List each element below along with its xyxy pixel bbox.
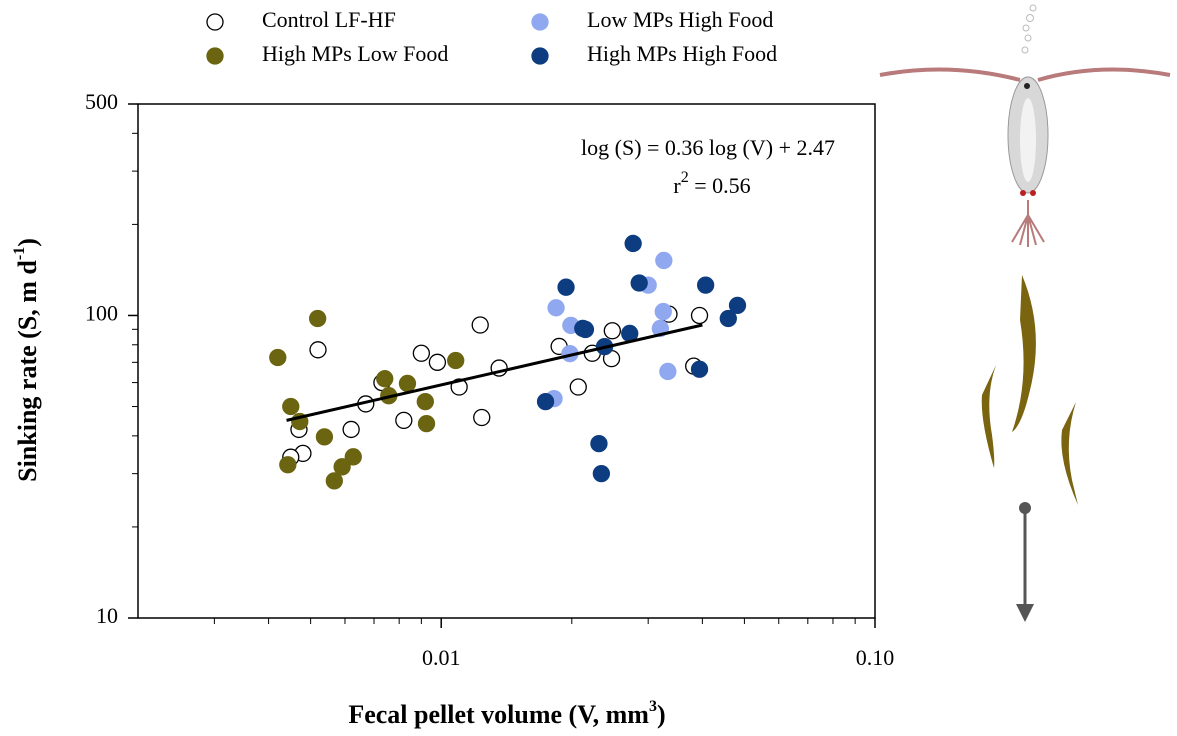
point bbox=[654, 302, 672, 321]
legend-label: Low MPs High Food bbox=[587, 7, 773, 32]
point bbox=[416, 392, 434, 411]
y-axis-title-part: ) bbox=[13, 238, 42, 247]
point bbox=[690, 306, 709, 325]
x-axis-title-part: ) bbox=[657, 700, 666, 729]
x-tick-label: 0.10 bbox=[856, 645, 895, 670]
plot-frame bbox=[137, 103, 876, 619]
fit-line bbox=[286, 323, 703, 422]
y-axis-title-part: Sinking rate (S, m d bbox=[13, 260, 42, 482]
point bbox=[308, 309, 327, 328]
x-axis-title-part: 3 bbox=[649, 698, 657, 715]
r-squared: r2 = 0.56 bbox=[673, 169, 750, 198]
legend-label: High MPs High Food bbox=[587, 41, 777, 66]
point bbox=[576, 320, 595, 339]
point bbox=[269, 348, 287, 367]
point bbox=[342, 420, 360, 439]
y-axis-title-part: -1 bbox=[11, 247, 28, 260]
point bbox=[398, 374, 417, 393]
point bbox=[447, 351, 465, 370]
point bbox=[344, 448, 362, 466]
legend-marker bbox=[531, 13, 549, 31]
point bbox=[282, 397, 300, 416]
point bbox=[655, 251, 673, 270]
point bbox=[428, 353, 447, 371]
x-axis-title: Fecal pellet volume (V, mm3) bbox=[348, 698, 665, 729]
point bbox=[536, 392, 555, 411]
r-squared-part: r bbox=[673, 173, 681, 198]
x-tick-label: 0.01 bbox=[422, 645, 461, 670]
point bbox=[473, 408, 491, 427]
point bbox=[547, 299, 565, 317]
point bbox=[417, 414, 436, 433]
equation: log (S) = 0.36 log (V) + 2.47 bbox=[581, 135, 835, 160]
legend-label: Control LF-HF bbox=[262, 7, 396, 32]
point bbox=[412, 344, 431, 362]
point bbox=[471, 316, 489, 334]
legend-label: High MPs Low Food bbox=[262, 41, 448, 66]
point bbox=[309, 341, 327, 359]
point bbox=[590, 434, 608, 453]
y-tick-label: 500 bbox=[85, 89, 118, 114]
y-axis-title: Sinking rate (S, m d-1) bbox=[11, 238, 42, 482]
point bbox=[333, 458, 351, 476]
r-squared-part: 2 bbox=[681, 169, 689, 186]
point bbox=[630, 274, 648, 292]
legend-marker bbox=[206, 47, 224, 65]
point bbox=[569, 378, 587, 396]
point bbox=[624, 234, 642, 253]
y-tick-label: 100 bbox=[85, 301, 118, 326]
x-axis-title-part: Fecal pellet volume (V, mm bbox=[348, 700, 649, 729]
legend-marker bbox=[206, 13, 224, 31]
point bbox=[376, 370, 394, 388]
point bbox=[690, 360, 709, 378]
point bbox=[279, 456, 297, 474]
y-tick-label: 10 bbox=[96, 603, 118, 628]
legend-marker bbox=[531, 47, 549, 65]
point bbox=[315, 428, 334, 446]
point bbox=[325, 472, 343, 490]
point bbox=[557, 278, 575, 296]
point bbox=[603, 322, 621, 340]
point bbox=[592, 465, 611, 483]
illustration bbox=[879, 4, 1171, 622]
point bbox=[659, 362, 677, 381]
point bbox=[395, 411, 413, 430]
point bbox=[728, 296, 747, 315]
point bbox=[696, 276, 715, 294]
point bbox=[719, 309, 737, 328]
r-squared-part: = 0.56 bbox=[689, 173, 751, 198]
